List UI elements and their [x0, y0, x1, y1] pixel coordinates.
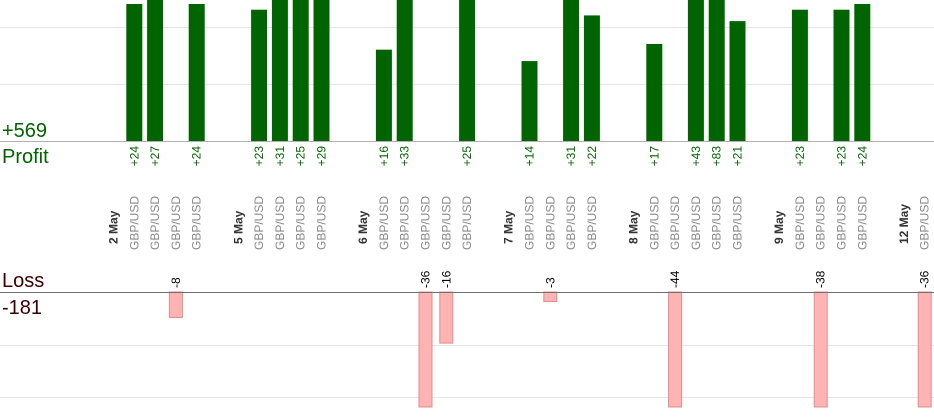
- profit-bars: [126, 0, 871, 142]
- instrument-label: GBP/USD: [585, 196, 599, 250]
- profit-bar: [147, 0, 164, 141]
- loss-value-label: -36: [918, 270, 932, 288]
- instrument-label: GBP/USD: [668, 196, 682, 250]
- instrument-label: GBP/USD: [710, 196, 724, 250]
- profit-value-label: +16: [377, 146, 391, 167]
- instrument-label: GBP/USD: [252, 196, 266, 250]
- instrument-label: GBP/USD: [689, 196, 703, 250]
- loss-bar: [439, 291, 454, 344]
- instrument-label: GBP/USD: [315, 196, 329, 250]
- profit-bar: [292, 0, 309, 141]
- profit-value-label: +27: [148, 146, 162, 167]
- instrument-label: GBP/USD: [273, 196, 287, 250]
- instrument-label: GBP/USD: [419, 196, 433, 250]
- instrument-label: GBP/USD: [814, 196, 828, 250]
- profit-value-label: +33: [398, 146, 412, 167]
- loss-value-label: -16: [439, 270, 453, 288]
- instrument-label: GBP/USD: [460, 196, 474, 250]
- instrument-label: GBP/USD: [855, 196, 869, 250]
- date-label: 8 May: [627, 210, 641, 244]
- instrument-label: GBP/USD: [377, 196, 391, 250]
- profit-bar: [313, 0, 330, 141]
- profit-bar: [833, 9, 850, 142]
- date-label: 12 May: [897, 204, 911, 244]
- loss-value-label: -36: [419, 270, 433, 288]
- instrument-label: GBP/USD: [398, 196, 412, 250]
- profit-value-label: +29: [315, 146, 329, 167]
- instrument-label: GBP/USD: [127, 196, 141, 250]
- instrument-label: GBP/USD: [835, 196, 849, 250]
- loss-value-label: -44: [668, 270, 682, 288]
- date-label: 7 May: [502, 210, 516, 244]
- profit-bar: [708, 0, 725, 141]
- loss-value-label: -8: [169, 277, 183, 288]
- profit-value-label: +21: [731, 146, 745, 167]
- profit-bar: [126, 4, 143, 141]
- loss-bar: [813, 291, 828, 408]
- loss-bar: [543, 291, 558, 303]
- loss-bar: [668, 291, 683, 408]
- profit-total: +569: [2, 120, 47, 142]
- instrument-label: GBP/USD: [169, 196, 183, 250]
- profit-value-label: +24: [127, 146, 141, 167]
- instrument-label: GBP/USD: [523, 196, 537, 250]
- date-label: 9 May: [772, 210, 786, 244]
- profit-bar: [791, 9, 808, 142]
- bar-labels: 2 May GBP/USD +24 GBP/USD +27 GBP/USD -8 GBP/US…: [107, 146, 932, 288]
- loss-title: Loss: [2, 270, 44, 292]
- loss-total: -181: [2, 297, 42, 319]
- profit-value-label: +23: [793, 146, 807, 167]
- profit-bar: [729, 21, 746, 141]
- profit-value-label: +31: [564, 146, 578, 167]
- profit-value-label: +83: [710, 146, 724, 167]
- profit-bar: [563, 0, 580, 141]
- profit-bar: [396, 0, 413, 141]
- profit-bar: [646, 43, 663, 142]
- profit-value-label: +25: [294, 146, 308, 167]
- profit-bar: [251, 9, 268, 142]
- instrument-label: GBP/USD: [148, 196, 162, 250]
- instrument-label: GBP/USD: [439, 196, 453, 250]
- loss-bar: [917, 291, 932, 408]
- instrument-label: GBP/USD: [647, 196, 661, 250]
- instrument-label: GBP/USD: [294, 196, 308, 250]
- profit-value-label: +31: [273, 146, 287, 167]
- date-label: 5 May: [231, 210, 245, 244]
- instrument-label: GBP/USD: [564, 196, 578, 250]
- profit-value-label: +14: [523, 146, 537, 167]
- date-label: 2 May: [107, 210, 121, 244]
- profit-bar: [375, 49, 392, 141]
- profit-bar: [854, 4, 871, 141]
- profit-bar: [687, 0, 704, 141]
- loss-bar: [168, 291, 183, 319]
- profit-bar: [188, 4, 205, 141]
- profit-value-label: +24: [190, 146, 204, 167]
- instrument-label: GBP/USD: [731, 196, 745, 250]
- profit-value-label: +23: [252, 146, 266, 167]
- instrument-label: GBP/USD: [918, 196, 932, 250]
- date-label: 6 May: [356, 210, 370, 244]
- loss-bars: [168, 291, 932, 408]
- profit-value-label: +43: [689, 146, 703, 167]
- profit-bar: [583, 15, 600, 142]
- profit-value-label: +23: [835, 146, 849, 167]
- profit-value-label: +24: [855, 146, 869, 167]
- profit-value-label: +25: [460, 146, 474, 167]
- loss-bar: [418, 291, 433, 408]
- profit-bar: [521, 61, 538, 142]
- loss-value-label: -3: [543, 277, 557, 288]
- instrument-label: GBP/USD: [793, 196, 807, 250]
- profit-title: Profit: [2, 146, 49, 168]
- profit-bar: [271, 0, 288, 141]
- loss-value-label: -38: [814, 270, 828, 288]
- profit-bar: [459, 0, 476, 141]
- profit-value-label: +17: [647, 146, 661, 167]
- instrument-label: GBP/USD: [543, 196, 557, 250]
- instrument-label: GBP/USD: [190, 196, 204, 250]
- profit-value-label: +22: [585, 146, 599, 167]
